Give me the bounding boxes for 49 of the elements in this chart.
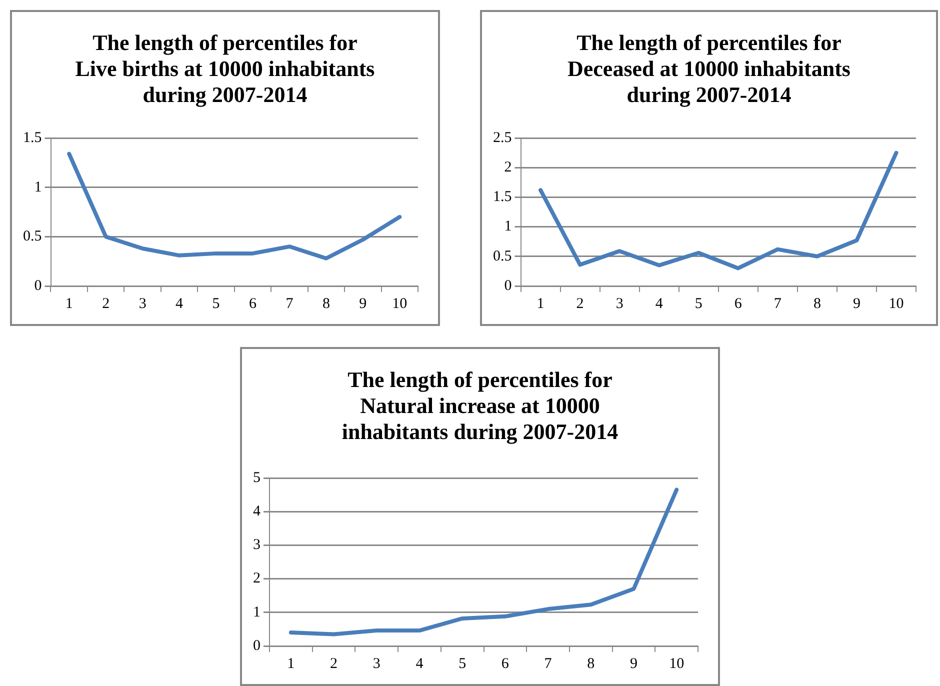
x-tick-label: 3 — [372, 656, 380, 672]
x-tick-label: 3 — [616, 296, 624, 312]
x-tick-label: 5 — [694, 296, 702, 312]
y-tick-label: 2 — [504, 160, 512, 176]
x-tick-label: 2 — [576, 296, 584, 312]
y-tick-label: 0 — [253, 638, 260, 654]
y-tick-label: 0.5 — [23, 228, 42, 245]
x-tick-label: 1 — [536, 296, 544, 312]
y-tick-label: 1.5 — [23, 130, 42, 146]
x-tick-label: 1 — [287, 656, 295, 672]
y-tick-label: 2 — [253, 570, 260, 587]
y-tick-label: 1.5 — [493, 189, 512, 206]
x-tick-label: 6 — [734, 296, 742, 312]
chart-title: The length of percentiles for Live births at 10000 inhabitants during 2007-2014 — [74, 30, 376, 108]
y-tick-label: 4 — [253, 504, 261, 520]
y-tick-label: 0.5 — [493, 248, 512, 264]
x-tick-label: 5 — [458, 656, 466, 672]
x-tick-label: 9 — [630, 656, 638, 672]
x-tick-label: 7 — [286, 296, 294, 312]
y-tick-label: 0 — [34, 278, 42, 294]
x-tick-label: 1 — [65, 296, 73, 312]
chart-title: The length of percentiles for Natural increase at 10000 inhabitants during 2007-2014 — [340, 367, 620, 445]
x-tick-label: 2 — [102, 296, 110, 312]
x-tick-label: 8 — [587, 656, 595, 672]
x-tick-label: 8 — [322, 296, 330, 312]
x-tick-label: 9 — [852, 296, 860, 312]
x-tick-label: 7 — [544, 656, 552, 672]
y-tick-label: 1 — [253, 604, 260, 620]
y-tick-label: 5 — [253, 470, 260, 486]
x-tick-label: 6 — [248, 296, 257, 312]
x-tick-label: 4 — [416, 656, 424, 672]
y-tick-label: 3 — [253, 537, 260, 554]
x-tick-label: 10 — [392, 296, 408, 312]
x-tick-label: 10 — [888, 296, 904, 312]
x-tick-label: 2 — [330, 656, 338, 672]
chart-title: The length of percentiles for Deceased at 10000 inhabitants during 2007-2014 — [566, 30, 852, 108]
x-tick-label: 9 — [359, 296, 367, 312]
x-tick-label: 7 — [774, 296, 782, 312]
x-tick-label: 3 — [138, 296, 146, 312]
x-tick-label: 8 — [813, 296, 821, 312]
x-tick-label: 6 — [501, 656, 510, 672]
x-tick-label: 10 — [669, 656, 684, 672]
y-tick-label: 1 — [504, 218, 512, 235]
y-tick-label: 2.5 — [493, 130, 512, 146]
y-tick-label: 0 — [504, 278, 512, 294]
x-tick-label: 4 — [655, 296, 664, 312]
x-tick-label: 5 — [212, 296, 220, 312]
y-tick-label: 1 — [34, 179, 42, 196]
x-tick-label: 4 — [176, 296, 184, 312]
